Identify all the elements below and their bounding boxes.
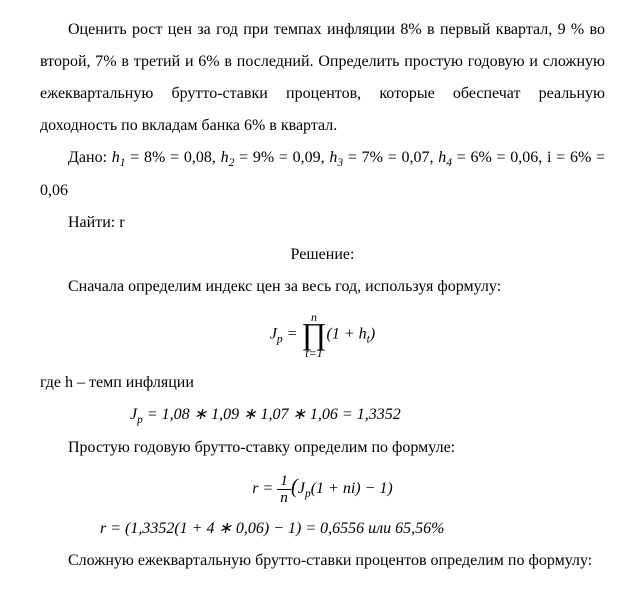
f1-ht-sym: h (359, 326, 367, 343)
f1-open: (1 + (327, 326, 359, 343)
calc2-expr: r = (1,3352(1 + 4 ∗ 0,06) − 1) = 0,6556 … (100, 520, 444, 537)
solution-header: Решение: (40, 239, 605, 271)
h2-eq: = 9% = 0,09, (234, 149, 329, 166)
step1-text: Сначала определим индекс цен за весь год… (40, 271, 605, 303)
f1-close: ) (370, 326, 375, 343)
find-line: Найти: r (40, 207, 605, 239)
frac-den: n (277, 490, 291, 505)
frac-1-n: 1n (277, 473, 291, 504)
given-line: Дано: h1 = 8% = 0,08, h2 = 9% = 0,09, h3… (40, 142, 605, 207)
step2-text: Простую годовую брутто-ставку определим … (40, 432, 605, 464)
f2-jp-sym: J (298, 480, 305, 497)
f2-lhs: r = (252, 480, 277, 497)
f2-rest: (1 + ni) − 1) (311, 480, 393, 497)
product-symbol: n∏t=1 (301, 311, 326, 358)
h1-sym: h (112, 149, 120, 166)
calc-jp: Jp = 1,08 ∗ 1,09 ∗ 1,07 ∗ 1,06 = 1,3352 (40, 399, 605, 432)
step3-text: Сложную ежеквартальную брутто-ставки про… (40, 545, 605, 577)
h1-eq: = 8% = 0,08, (126, 149, 221, 166)
f1-eq: = (283, 326, 302, 343)
calc-r: r = (1,3352(1 + 4 ∗ 0,06) − 1) = 0,6556 … (40, 513, 605, 545)
problem-statement: Оценить рост цен за год при темпах инфля… (40, 14, 605, 142)
where-line: где h – темп инфляции (40, 367, 605, 399)
jp-sym: J (270, 326, 277, 343)
f2-open: ( (291, 475, 298, 498)
h2-sym: h (221, 149, 229, 166)
frac-num: 1 (277, 473, 291, 489)
formula-simple-rate: r = 1n(Jp(1 + ni) − 1) (40, 472, 605, 505)
given-prefix: Дано: (68, 149, 112, 166)
formula-price-index: Jp = n∏t=1(1 + ht) (40, 311, 605, 358)
h3-eq: = 7% = 0,07, (343, 149, 438, 166)
prod-sym: ∏ (301, 321, 326, 348)
h4-sym: h (438, 149, 446, 166)
calc1-expr: = 1,08 ∗ 1,09 ∗ 1,07 ∗ 1,06 = 1,3352 (143, 406, 401, 423)
